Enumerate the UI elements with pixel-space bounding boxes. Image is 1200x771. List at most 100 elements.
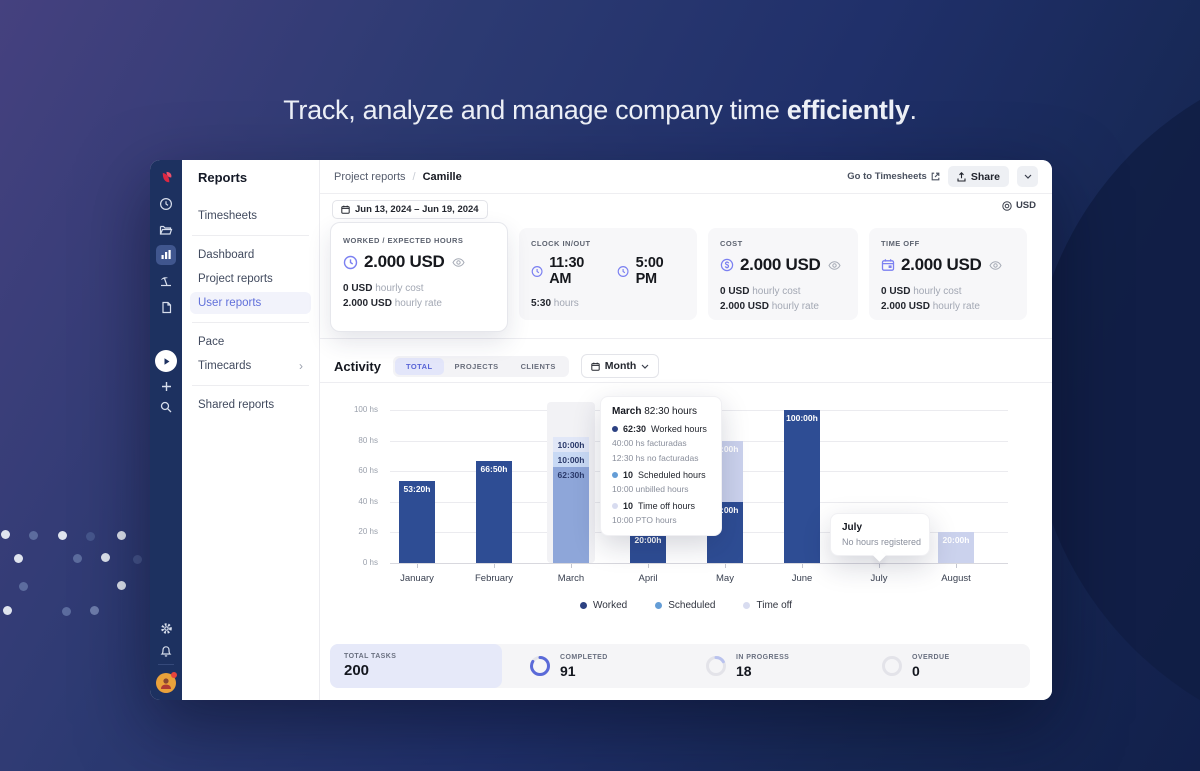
documents-nav-icon[interactable] xyxy=(158,299,174,315)
share-options-button[interactable] xyxy=(1017,166,1038,187)
reports-nav-icon-active[interactable] xyxy=(156,245,176,265)
completed-value: 91 xyxy=(560,662,576,679)
hourly-rate-label: hourly rate xyxy=(932,301,980,312)
hero-text: Track, analyze and manage company time xyxy=(283,95,787,125)
notification-badge xyxy=(171,672,177,678)
bar-value-label: 62:30h xyxy=(557,470,585,481)
decorative-dot xyxy=(62,607,71,616)
x-axis-tick xyxy=(879,564,880,568)
card-worked-expected-hours[interactable]: WORKED / EXPECTED HOURS 2.000 USD 0 USD … xyxy=(330,222,508,332)
clock-out-value: 5:00 PM xyxy=(635,255,664,287)
hourly-rate-label: hourly rate xyxy=(771,301,819,312)
bar-value-label: 10:00h xyxy=(557,455,585,466)
eye-icon[interactable] xyxy=(828,260,842,270)
decorative-dot xyxy=(101,553,110,562)
activity-tabs: TOTAL PROJECTS CLIENTS xyxy=(392,355,569,377)
total-tasks-card[interactable]: TOTAL TASKS 200 xyxy=(330,644,502,688)
bar-value-label: 53:20h xyxy=(403,484,431,495)
start-timer-button[interactable] xyxy=(155,350,177,372)
bar-april-worked[interactable]: 20:00h xyxy=(630,532,666,563)
calendar-icon xyxy=(341,205,350,214)
hourly-rate-value: 2.000 USD xyxy=(881,301,930,312)
time-off-calendar-icon xyxy=(881,259,895,271)
settings-gear-icon[interactable] xyxy=(158,620,174,636)
card-cost[interactable]: COST 2.000 USD 0 USD hourly cost 2 xyxy=(708,228,858,320)
x-axis-tick xyxy=(417,564,418,568)
chevron-right-icon: › xyxy=(299,359,303,373)
calendar-icon xyxy=(591,362,600,371)
hourly-cost-value: 0 USD xyxy=(881,286,911,297)
window-header: Project reports / Camille Go to Timeshee… xyxy=(320,160,1052,194)
background-circle xyxy=(1030,50,1200,750)
projects-folder-icon[interactable] xyxy=(158,222,174,238)
worked-label: Worked hours xyxy=(651,424,707,434)
sidebar-item-shared-reports[interactable]: Shared reports xyxy=(190,394,311,416)
date-range-picker[interactable]: Jun 13, 2024 – Jun 19, 2024 xyxy=(332,200,488,219)
sidebar-item-label: Shared reports xyxy=(198,399,275,411)
period-dropdown[interactable]: Month xyxy=(580,354,660,378)
sidebar-item-user-reports[interactable]: User reports xyxy=(190,292,311,314)
user-avatar[interactable] xyxy=(156,672,177,693)
menu-divider xyxy=(192,385,309,386)
bar-january-worked[interactable]: 53:20h xyxy=(399,481,435,563)
activity-header: Activity TOTAL PROJECTS CLIENTS Month xyxy=(334,352,1038,380)
breadcrumb-parent[interactable]: Project reports xyxy=(334,170,406,183)
overdue-label: OVERDUE xyxy=(912,653,950,661)
x-axis-label: February xyxy=(474,573,513,584)
chart-legend: Worked Scheduled Time off xyxy=(334,600,1038,611)
chevron-down-icon xyxy=(1024,174,1031,179)
in-progress-tasks[interactable]: IN PROGRESS 18 xyxy=(678,644,854,688)
search-icon[interactable] xyxy=(158,399,174,415)
sidebar-menu: Timesheets Dashboard Project reports User r… xyxy=(182,205,319,416)
card-value: 2.000 USD xyxy=(901,255,982,274)
add-icon[interactable] xyxy=(158,378,174,394)
in-progress-label: IN PROGRESS xyxy=(736,653,790,661)
currency-selector[interactable]: USD xyxy=(1002,200,1036,211)
tab-total[interactable]: TOTAL xyxy=(394,357,444,375)
sidebar: Reports Timesheets Dashboard Project repor… xyxy=(182,160,320,700)
menu-divider xyxy=(192,235,309,236)
x-axis-tick xyxy=(494,564,495,568)
bar-march-scheduled[interactable]: 10:00h xyxy=(553,452,589,468)
time-off-nav-icon[interactable] xyxy=(158,273,174,289)
legend-scheduled: Scheduled xyxy=(655,600,715,611)
overdue-tasks[interactable]: OVERDUE 0 xyxy=(854,644,1030,688)
sidebar-item-pace[interactable]: Pace xyxy=(190,331,311,353)
sidebar-item-dashboard[interactable]: Dashboard xyxy=(190,244,311,266)
clock-nav-icon[interactable] xyxy=(158,196,174,212)
sidebar-item-timesheets[interactable]: Timesheets xyxy=(190,205,311,227)
hero-headline: Track, analyze and manage company time e… xyxy=(0,95,1200,126)
card-time-off[interactable]: TIME OFF 2.000 USD 0 USD hourly cost 2.0… xyxy=(869,228,1027,320)
notifications-bell-icon[interactable] xyxy=(158,643,174,659)
sidebar-item-project-reports[interactable]: Project reports xyxy=(190,268,311,290)
timeoff-sub: 10:00 PTO hours xyxy=(612,515,677,525)
bar-june-worked[interactable]: 100:00h xyxy=(784,410,820,563)
x-axis-label: May xyxy=(716,573,734,584)
go-to-timesheets-link[interactable]: Go to Timesheets xyxy=(847,171,940,182)
breadcrumb-separator: / xyxy=(412,170,416,183)
decorative-dot xyxy=(19,582,28,591)
bar-march-worked[interactable]: 62:30h xyxy=(553,467,589,563)
bar-march-timeoff[interactable]: 10:00h xyxy=(553,436,589,453)
card-clock-in-out[interactable]: CLOCK IN/OUT 11:30 AM 5:00 PM 5:30 hours xyxy=(519,228,697,320)
eye-icon[interactable] xyxy=(989,260,1003,270)
sidebar-item-timecards[interactable]: Timecards › xyxy=(190,355,311,377)
decorative-dot xyxy=(14,554,23,563)
decorative-dot xyxy=(117,531,126,540)
eye-icon[interactable] xyxy=(452,257,466,267)
bar-august-timeoff[interactable]: 20:00h xyxy=(938,532,974,563)
bar-february-worked[interactable]: 66:50h xyxy=(476,460,512,563)
tasks-summary: TOTAL TASKS 200 COMPLETED 91 IN PROGRESS… xyxy=(330,644,1030,688)
decorative-dot xyxy=(73,554,82,563)
app-logo[interactable] xyxy=(158,169,174,185)
card-value: 2.000 USD xyxy=(364,252,445,271)
date-range-label: Jun 13, 2024 – Jun 19, 2024 xyxy=(355,204,479,215)
tab-projects[interactable]: PROJECTS xyxy=(454,361,499,371)
completed-tasks[interactable]: COMPLETED 91 xyxy=(502,644,678,688)
decorative-dot xyxy=(90,606,99,615)
tab-clients[interactable]: CLIENTS xyxy=(520,361,556,371)
decorative-dot xyxy=(117,581,126,590)
decorative-dot xyxy=(29,531,38,540)
july-tooltip: July No hours registered xyxy=(830,513,930,556)
share-button[interactable]: Share xyxy=(947,166,1009,187)
